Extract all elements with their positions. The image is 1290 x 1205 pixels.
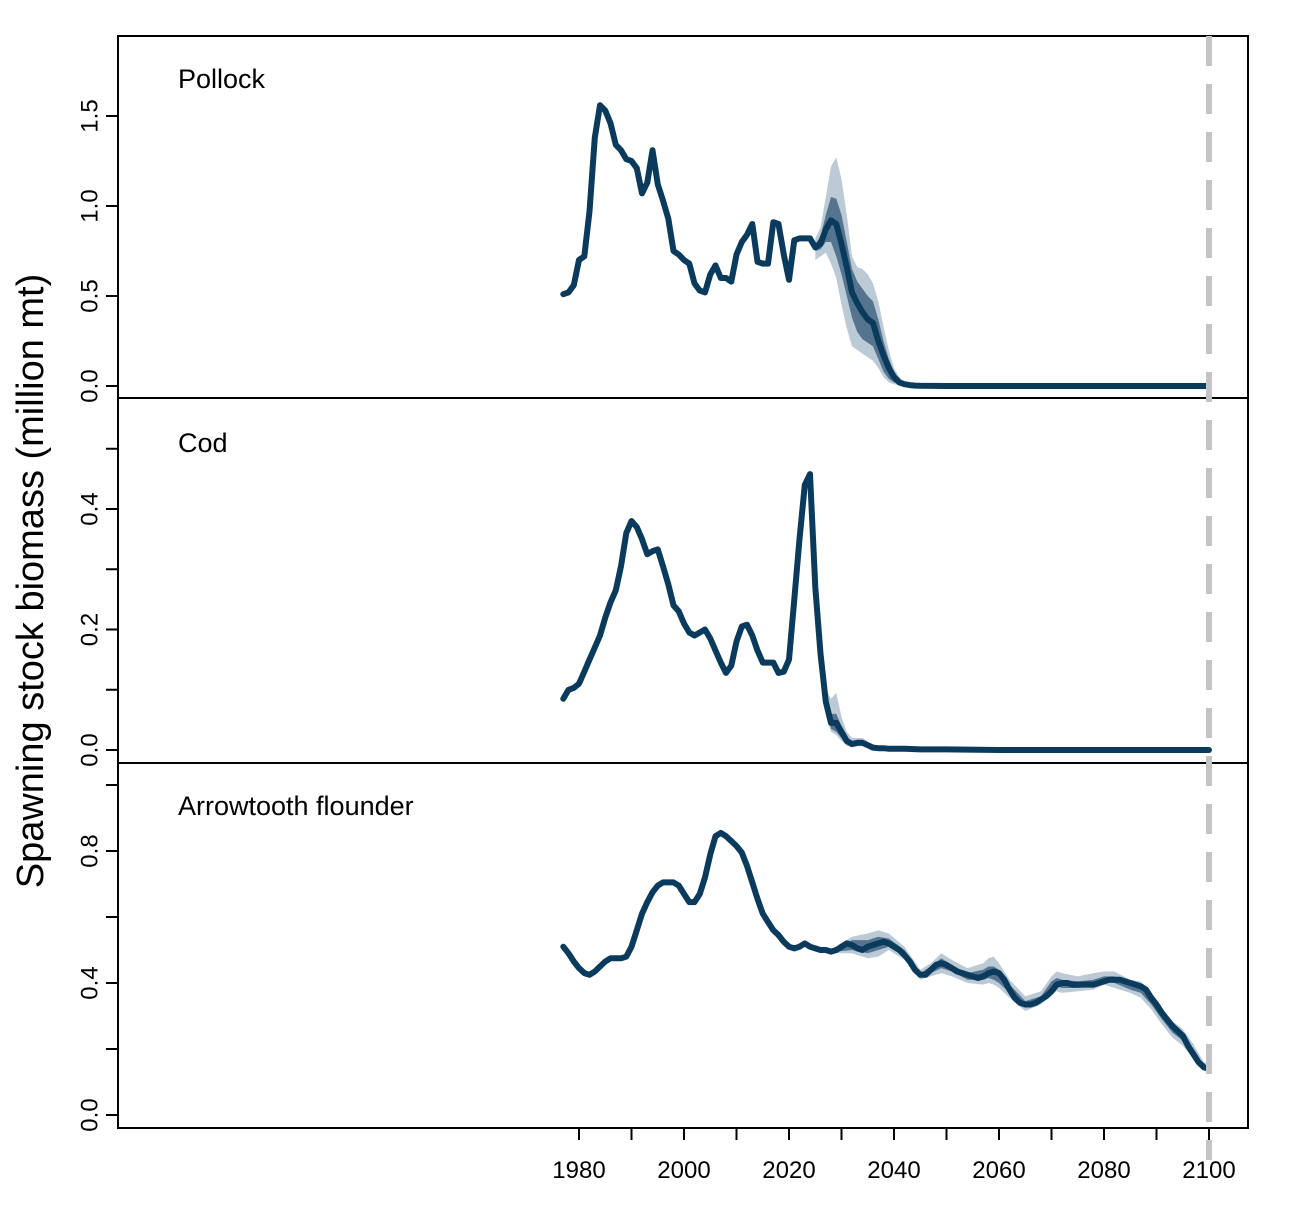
y-tick-label: 0.4 [76, 966, 103, 999]
x-tick-label: 2020 [762, 1157, 815, 1184]
y-tick-label: 0.4 [76, 492, 103, 525]
panel-label: Arrowtooth flounder [178, 791, 414, 821]
y-tick-label: 0.8 [76, 834, 103, 867]
y-tick-label: 0.5 [76, 279, 103, 312]
y-tick-label: 0.0 [76, 1098, 103, 1131]
y-tick-label: 0.2 [76, 613, 103, 646]
outer-interval-band [815, 157, 910, 386]
x-axis: 1980 2000 2020 2040 2060 2080 2100 [552, 1128, 1236, 1184]
y-tick-label: 0.0 [76, 733, 103, 766]
y-tick-label: 0.0 [76, 369, 103, 402]
y-tick-label: 1.0 [76, 189, 103, 222]
panel-frame [117, 35, 1249, 399]
panel-label: Cod [178, 428, 228, 458]
panel-cod: 0.0 0.2 0.4 Cod [76, 397, 1249, 767]
panels-layer: 0.0 0.5 1.0 1.5 Pollock 0.0 0.2 0.4 Cod 0.0 0.4 0.8… [76, 35, 1249, 1160]
y-tick-label: 1.5 [76, 99, 103, 132]
x-tick-label: 2080 [1077, 1157, 1130, 1184]
x-tick-label: 1980 [552, 1157, 605, 1184]
biomass-line [560, 102, 1212, 389]
biomass-line [560, 471, 1212, 753]
panel-label: Pollock [178, 64, 266, 94]
x-tick-label: 2100 [1182, 1157, 1235, 1184]
panel-frame [117, 397, 1249, 764]
biomass-line [560, 829, 1212, 1072]
x-tick-label: 2000 [657, 1157, 710, 1184]
panel-arrowtooth-flounder: 0.0 0.4 0.8 Arrowtooth flounder [76, 762, 1249, 1132]
y-axis-title: Spawning stock biomass (million mt) [10, 274, 52, 889]
x-tick-label: 2040 [867, 1157, 920, 1184]
panel-pollock: 0.0 0.5 1.0 1.5 Pollock [76, 35, 1249, 403]
x-tick-label: 2060 [972, 1157, 1025, 1184]
